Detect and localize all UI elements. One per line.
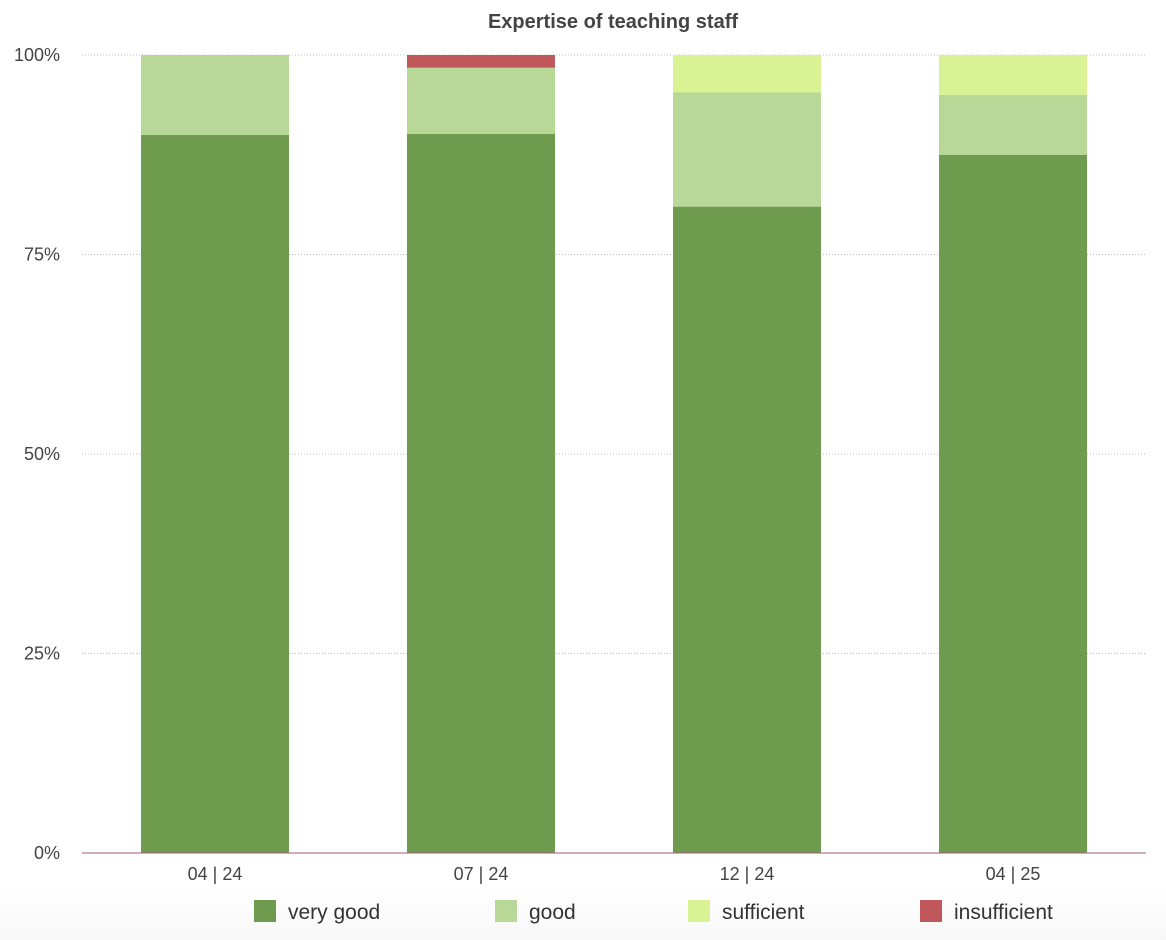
x-tick-label: 12 | 24 <box>720 864 775 884</box>
y-axis-tick-labels: 0% 25% 50% 75% 100% <box>14 45 60 863</box>
bar-segment-good[interactable] <box>407 67 555 135</box>
legend-swatch <box>254 900 276 922</box>
bars <box>141 55 1087 854</box>
x-tick-label: 04 | 25 <box>986 864 1041 884</box>
y-tick-label: 0% <box>34 843 60 863</box>
bar-segment-insufficient[interactable] <box>407 55 555 68</box>
legend-item-sufficient[interactable]: sufficient <box>688 900 805 924</box>
bar-segment-very-good[interactable] <box>407 134 555 853</box>
x-tick-label: 07 | 24 <box>454 864 509 884</box>
legend-label: sufficient <box>722 901 805 924</box>
legend-item-insufficient[interactable]: insufficient <box>920 900 1053 924</box>
bar-segment-good[interactable] <box>141 55 289 135</box>
legend-label: good <box>529 901 576 924</box>
legend-background <box>0 890 1166 940</box>
bar-segment-good[interactable] <box>939 94 1087 155</box>
legend-item-very-good[interactable]: very good <box>254 900 380 924</box>
legend-swatch <box>688 900 710 922</box>
y-tick-label: 75% <box>24 245 60 265</box>
y-tick-label: 50% <box>24 444 60 464</box>
bar-segment-sufficient[interactable] <box>673 55 821 93</box>
x-axis-tick-labels: 04 | 24 07 | 24 12 | 24 04 | 25 <box>188 864 1041 884</box>
legend-label: insufficient <box>954 901 1053 924</box>
bar-segment-good[interactable] <box>673 92 821 207</box>
x-tick-label: 04 | 24 <box>188 864 243 884</box>
bar-segment-very-good[interactable] <box>673 206 821 853</box>
legend-swatch <box>920 900 942 922</box>
legend-label: very good <box>288 901 380 924</box>
legend[interactable]: very good good sufficient insufficient <box>254 900 1053 924</box>
y-tick-label: 100% <box>14 45 60 65</box>
bar-segment-very-good[interactable] <box>939 154 1087 853</box>
legend-swatch <box>495 900 517 922</box>
chart-title: Expertise of teaching staff <box>488 11 738 33</box>
bar-segment-very-good[interactable] <box>141 134 289 854</box>
legend-item-good[interactable]: good <box>495 900 576 924</box>
y-tick-label: 25% <box>24 644 60 664</box>
bar-segment-sufficient[interactable] <box>939 55 1087 95</box>
